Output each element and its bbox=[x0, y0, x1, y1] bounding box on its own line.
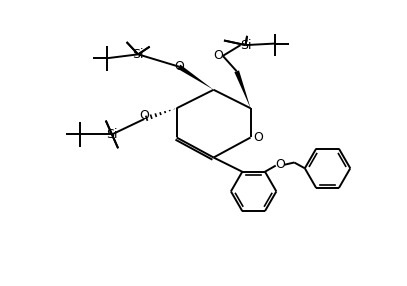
Text: O: O bbox=[213, 49, 223, 62]
Text: O: O bbox=[139, 110, 149, 122]
Text: O: O bbox=[275, 158, 285, 171]
Text: O: O bbox=[254, 131, 264, 144]
Text: Si: Si bbox=[132, 48, 144, 61]
Text: Si: Si bbox=[106, 128, 118, 141]
Text: Si: Si bbox=[240, 39, 251, 51]
Text: O: O bbox=[174, 60, 184, 73]
Polygon shape bbox=[177, 65, 214, 90]
Polygon shape bbox=[234, 70, 251, 108]
